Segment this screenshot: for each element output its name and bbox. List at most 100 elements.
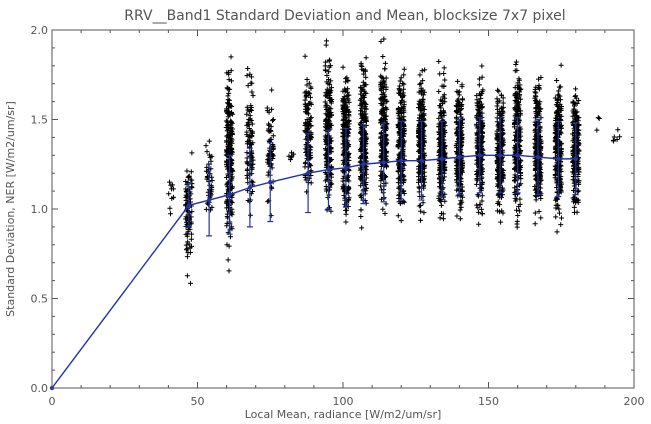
mean-point (343, 165, 349, 171)
scatter-point (249, 188, 255, 194)
scatter-point (553, 102, 559, 108)
scatter-point (536, 84, 542, 90)
scatter-point (454, 126, 460, 132)
scatter-point (244, 129, 250, 135)
scatter-point (533, 193, 539, 199)
scatter-point (478, 95, 484, 101)
scatter-point (344, 75, 350, 81)
scatter-point (515, 80, 521, 86)
x-axis-label: Local Mean, radiance [W/m2/um/sr] (245, 408, 442, 421)
y-tick-label: 2.0 (31, 24, 49, 37)
scatter-point (401, 66, 407, 72)
scatter-point (270, 117, 276, 123)
scatter-point (499, 208, 505, 214)
scatter-point (225, 86, 231, 92)
scatter-point (169, 186, 175, 192)
scatter-point (346, 121, 352, 127)
scatter-point (422, 162, 428, 168)
scatter-point (378, 178, 384, 184)
scatter-point (458, 106, 464, 112)
scatter-point (401, 190, 407, 196)
scatter-point (512, 196, 518, 202)
y-tick-label: 0.0 (31, 382, 49, 395)
scatter-point (379, 109, 385, 115)
scatter-point (400, 80, 406, 86)
scatter-point (558, 222, 564, 228)
scatter-point (497, 98, 503, 104)
scatter-point (615, 127, 621, 133)
scatter-point (575, 158, 581, 164)
scatter-point (380, 101, 386, 107)
scatter-point (209, 177, 215, 183)
scatter-point (495, 176, 501, 182)
scatter-point (456, 89, 462, 95)
scatter-point (304, 107, 310, 113)
scatter-point (398, 75, 404, 81)
scatter-point (183, 186, 189, 192)
scatter-point (186, 173, 192, 179)
point-cluster (302, 53, 314, 195)
scatter-point (227, 234, 233, 240)
scatter-point (382, 210, 388, 216)
scatter-point (183, 178, 189, 184)
scatter-point (399, 115, 405, 121)
scatter-point (455, 78, 461, 84)
scatter-point (207, 171, 213, 177)
scatter-point (323, 59, 329, 65)
y-axis-label: Standard Deviation, NER [W/m2/um/sr] (4, 101, 17, 317)
scatter-point (401, 153, 407, 159)
scatter-point (308, 131, 314, 137)
scatter-point (557, 106, 563, 112)
scatter-point (344, 93, 350, 99)
scatter-point (224, 85, 230, 91)
scatter-point (184, 168, 190, 174)
scatter-point (532, 210, 538, 216)
scatter-point (419, 101, 425, 107)
scatter-point (171, 194, 177, 200)
scatter-point (382, 93, 388, 99)
scatter-point (380, 90, 386, 96)
scatter-point (381, 36, 387, 42)
scatter-point (536, 208, 542, 214)
scatter-point (536, 102, 542, 108)
scatter-point (357, 176, 363, 182)
scatter-point (268, 136, 274, 142)
x-tick-label: 200 (624, 395, 645, 408)
scatter-point (574, 109, 580, 115)
scatter-point (268, 161, 274, 167)
scatter-point (363, 180, 369, 186)
scatter-point (225, 139, 231, 145)
y-tick-label: 1.5 (31, 114, 49, 127)
scatter-point (205, 189, 211, 195)
scatter-point (341, 97, 347, 103)
scatter-point (183, 242, 189, 248)
scatter-point (512, 185, 518, 191)
scatter-point (328, 135, 334, 141)
scatter-point (381, 79, 387, 85)
scatter-point (188, 221, 194, 227)
scatter-point (357, 108, 363, 114)
scatter-point (328, 87, 334, 93)
scatter-point (203, 143, 209, 149)
scatter-point (247, 134, 253, 140)
scatter-point (183, 189, 189, 195)
scatter-point (323, 121, 329, 127)
scatter-point (398, 218, 404, 224)
scatter-point (378, 131, 384, 137)
scatter-point (226, 90, 232, 96)
scatter-point (341, 94, 347, 100)
scatter-point (576, 141, 582, 147)
scatter-point (474, 125, 480, 131)
scatter-point (398, 107, 404, 113)
scatter-point (340, 178, 346, 184)
scatter-point (244, 150, 250, 156)
scatter-point (556, 93, 562, 99)
scatter-point (342, 129, 348, 135)
scatter-point (340, 106, 346, 112)
mean-point (227, 192, 232, 197)
scatter-point (416, 118, 422, 124)
scatter-point (383, 153, 389, 159)
scatter-point (308, 136, 314, 142)
scatter-point (498, 92, 504, 98)
scatter-point (417, 72, 423, 78)
